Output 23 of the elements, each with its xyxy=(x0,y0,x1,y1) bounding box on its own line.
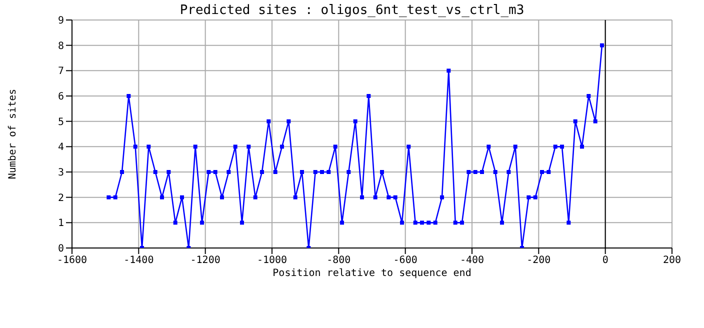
x-tick-label: 200 xyxy=(662,255,682,266)
x-axis-title: Position relative to sequence end xyxy=(272,268,472,279)
x-tick-label: -1000 xyxy=(256,255,288,266)
x-tick-label: -800 xyxy=(326,255,351,266)
x-tick-label: -1200 xyxy=(190,255,220,266)
y-tick-label: 6 xyxy=(58,92,64,103)
y-tick-label: 9 xyxy=(58,16,64,27)
chart-title: Predicted sites : oligos_6nt_test_vs_ctrl_m3 xyxy=(180,3,524,18)
y-tick-label: 2 xyxy=(58,192,64,204)
x-tick-label: -600 xyxy=(393,255,418,266)
y-tick-label: 0 xyxy=(58,244,64,255)
x-tick-label: -1400 xyxy=(124,255,154,266)
y-tick-label: 1 xyxy=(58,218,64,230)
y-axis-title: Number of sites xyxy=(8,88,19,180)
x-tick-label: -400 xyxy=(460,255,484,266)
x-tick-label: 0 xyxy=(602,255,608,266)
y-tick-label: 4 xyxy=(58,142,64,154)
x-tick-label: -1600 xyxy=(56,255,88,266)
x-tick-label: -200 xyxy=(526,255,551,266)
y-tick-label: 8 xyxy=(58,40,64,52)
y-tick-label: 5 xyxy=(58,116,64,128)
y-tick-label: 7 xyxy=(58,66,64,78)
y-tick-label: 3 xyxy=(58,168,64,179)
